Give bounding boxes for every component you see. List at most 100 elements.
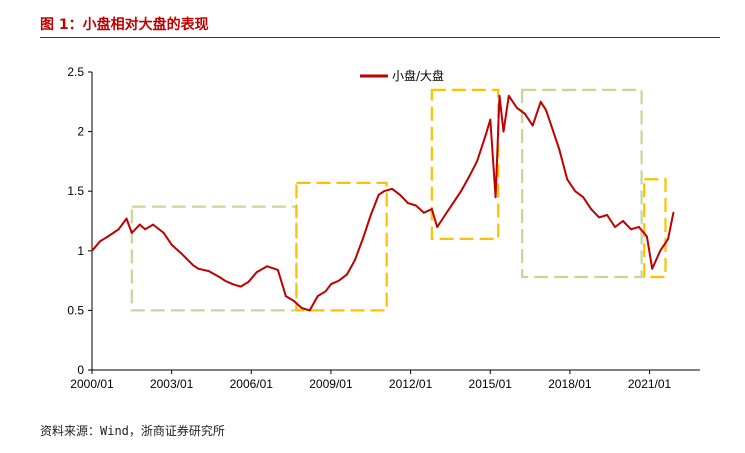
data-point — [558, 148, 561, 151]
highlight-box — [295, 181, 388, 312]
data-point — [422, 211, 425, 214]
data-point — [598, 216, 601, 219]
data-point — [308, 309, 311, 312]
data-point — [300, 307, 303, 309]
data-point — [638, 226, 640, 228]
data-point — [484, 136, 486, 139]
data-point — [651, 267, 654, 270]
data-point — [659, 249, 662, 252]
data-point — [452, 202, 454, 205]
highlight-box — [643, 178, 667, 279]
data-point — [399, 193, 401, 196]
x-tick-label: 2000/01 — [70, 377, 114, 391]
title-divider — [40, 37, 720, 38]
y-tick-label: 0.5 — [67, 303, 84, 317]
data-point — [170, 243, 173, 246]
y-tick-label: 0 — [77, 363, 84, 377]
data-point — [460, 190, 462, 193]
data-point — [292, 299, 295, 302]
data-point — [574, 190, 577, 193]
data-point — [489, 118, 492, 121]
data-point — [207, 270, 210, 272]
data-point — [545, 109, 547, 112]
chart-legend: 小盘/大盘 — [360, 68, 444, 83]
data-point — [144, 228, 147, 231]
highlight-boxes — [130, 88, 667, 312]
data-point — [284, 295, 287, 297]
y-tick-label: 1 — [77, 244, 84, 258]
x-tick-label: 2012/01 — [389, 377, 433, 391]
data-point — [436, 226, 439, 228]
data-point — [515, 106, 518, 109]
data-point — [645, 235, 648, 238]
data-point — [130, 232, 133, 234]
x-tick-label: 2009/01 — [309, 377, 353, 391]
relative-performance-chart: 0 0.5 1 1.5 2 2.5 2000/01 2003/01 2006/01 2009/01… — [67, 65, 700, 391]
data-point — [531, 124, 534, 127]
data-point — [468, 175, 470, 178]
data-point — [338, 279, 340, 282]
data-point — [383, 190, 385, 193]
data-point — [138, 223, 141, 226]
data-point — [239, 285, 242, 288]
data-point — [255, 271, 258, 274]
data-point — [566, 178, 569, 181]
data-point — [630, 228, 632, 231]
x-tick-label: 2006/01 — [230, 377, 274, 391]
data-point — [507, 94, 510, 97]
data-point — [345, 273, 348, 276]
data-point — [218, 276, 221, 278]
data-point — [231, 283, 234, 286]
data-point — [197, 267, 200, 270]
figure-title: 图 1：小盘相对大盘的表现 — [40, 17, 209, 33]
data-point — [99, 240, 101, 243]
data-point — [444, 214, 447, 216]
data-point — [152, 223, 154, 226]
y-tick-label: 2.5 — [67, 65, 84, 79]
highlight-box — [430, 88, 500, 240]
data-point — [590, 208, 593, 210]
series-lines — [91, 94, 675, 312]
data-point — [377, 193, 380, 196]
chart-axes: 0 0.5 1 1.5 2 2.5 2000/01 2003/01 2006/01 2009/01… — [67, 65, 700, 391]
data-point — [672, 211, 675, 214]
series-line — [91, 94, 675, 312]
highlight-box — [130, 205, 298, 312]
data-point — [550, 124, 553, 127]
data-point — [266, 265, 269, 268]
x-tick-label: 2015/01 — [469, 377, 513, 391]
data-point — [107, 235, 109, 238]
data-point — [353, 259, 356, 262]
data-point — [407, 202, 409, 205]
data-point — [223, 279, 226, 282]
data-point — [391, 187, 393, 190]
data-point — [498, 94, 501, 97]
data-point — [316, 295, 319, 297]
data-point — [191, 264, 194, 267]
data-point — [162, 232, 165, 234]
data-point — [369, 214, 372, 216]
data-point — [91, 249, 93, 252]
data-point — [430, 208, 433, 210]
data-point — [181, 253, 184, 256]
x-tick-label: 2021/01 — [628, 377, 672, 391]
data-point — [476, 160, 478, 163]
data-point — [667, 237, 670, 240]
data-point — [247, 280, 250, 283]
x-tick-label: 2018/01 — [548, 377, 592, 391]
data-point — [614, 226, 616, 228]
data-point — [539, 100, 542, 103]
data-point — [622, 220, 624, 222]
data-point — [361, 237, 364, 240]
data-point — [582, 196, 585, 199]
data-point — [523, 112, 526, 115]
data-point — [415, 204, 417, 207]
data-point — [494, 196, 497, 199]
y-tick-label: 2 — [77, 125, 84, 139]
legend-label: 小盘/大盘 — [392, 68, 444, 83]
highlight-box — [521, 88, 643, 279]
data-point — [324, 290, 327, 293]
data-point — [125, 217, 128, 220]
data-point — [502, 130, 505, 133]
y-tick-label: 1.5 — [67, 184, 84, 198]
